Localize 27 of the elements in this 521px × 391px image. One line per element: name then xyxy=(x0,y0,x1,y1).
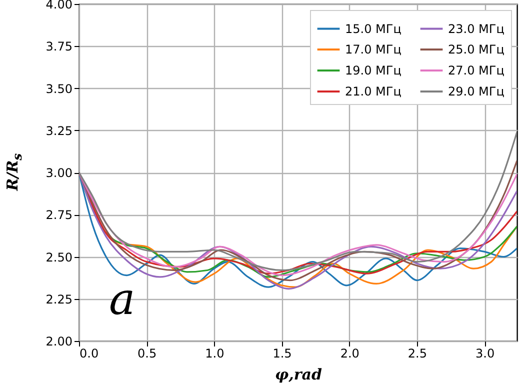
x-tick-label: 2.0 xyxy=(340,346,360,360)
y-tick-label: 2.25 xyxy=(46,292,72,306)
y-tick-label: 2.75 xyxy=(46,208,72,222)
x-tick-label: 2.5 xyxy=(408,346,428,360)
legend-label: 29.0 МГц xyxy=(448,84,504,98)
x-tick-label: 1.0 xyxy=(205,346,224,360)
x-axis-title: φ,rad xyxy=(275,366,322,384)
legend-label: 23.0 МГц xyxy=(448,22,504,36)
legend-label: 25.0 МГц xyxy=(448,42,504,56)
legend-label: 15.0 МГц xyxy=(345,22,402,36)
y-tick-label: 3.50 xyxy=(46,82,72,96)
y-tick-label: 3.75 xyxy=(46,40,72,54)
x-tick-label: 0.0 xyxy=(80,346,99,360)
line-series xyxy=(105,226,517,288)
legend-label: 21.0 МГц xyxy=(345,84,402,98)
line-series xyxy=(79,131,517,272)
y-tick-label: 3.00 xyxy=(46,166,72,180)
y-tick-label: 2.50 xyxy=(46,250,72,264)
x-tick-label: 0.5 xyxy=(138,346,157,360)
y-tick-label: 3.25 xyxy=(46,124,72,138)
y-tick-label: 2.00 xyxy=(46,334,72,348)
annotation: a xyxy=(109,274,136,325)
legend-label: 17.0 МГц xyxy=(345,42,402,56)
x-tick-label: 1.5 xyxy=(272,346,292,360)
x-tick-label: 3.0 xyxy=(476,346,495,360)
legend-label: 27.0 МГц xyxy=(448,64,504,78)
legend-label: 19.0 МГц xyxy=(345,64,402,78)
